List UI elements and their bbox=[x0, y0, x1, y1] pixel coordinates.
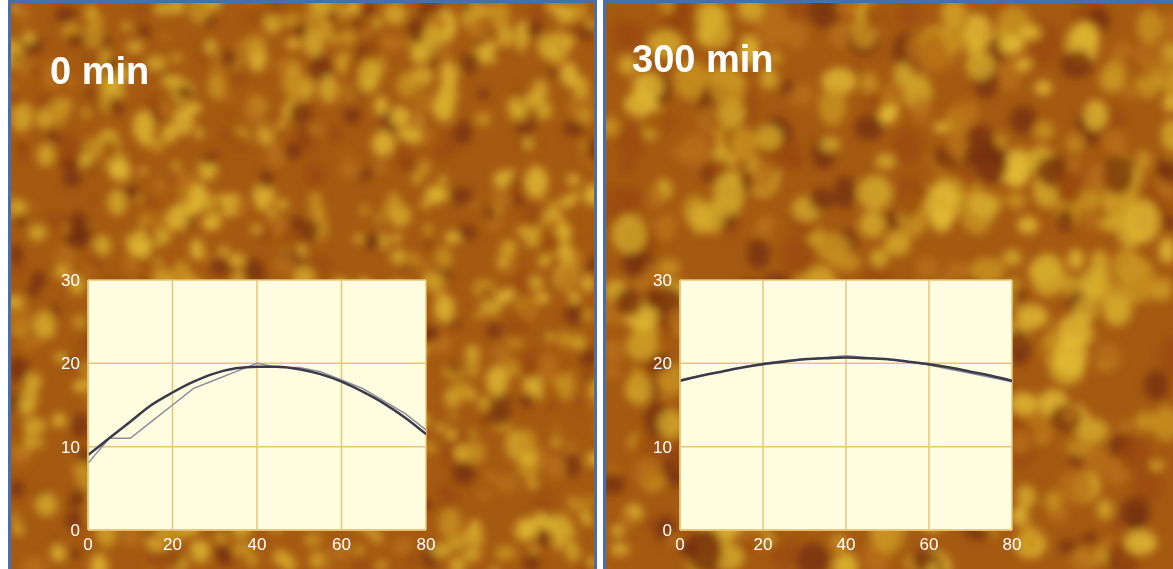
svg-text:20: 20 bbox=[61, 354, 80, 373]
svg-text:40: 40 bbox=[837, 535, 856, 554]
html-text:300 min: 300 min bbox=[632, 38, 774, 80]
svg-text:10: 10 bbox=[61, 438, 80, 457]
svg-text:60: 60 bbox=[332, 535, 351, 554]
svg-text:30: 30 bbox=[61, 271, 80, 290]
svg-text:20: 20 bbox=[754, 535, 773, 554]
svg-text:40: 40 bbox=[248, 535, 267, 554]
html-text:0 min: 0 min bbox=[50, 50, 150, 92]
svg-text:0: 0 bbox=[663, 521, 672, 540]
svg-text:80: 80 bbox=[1003, 535, 1022, 554]
svg-text:30: 30 bbox=[653, 271, 672, 290]
svg-text:60: 60 bbox=[920, 535, 939, 554]
svg-text:0: 0 bbox=[71, 521, 80, 540]
svg-text:20: 20 bbox=[163, 535, 182, 554]
svg-text:80: 80 bbox=[417, 535, 436, 554]
svg-text:0: 0 bbox=[83, 535, 92, 554]
svg-text:10: 10 bbox=[653, 438, 672, 457]
svg-text:20: 20 bbox=[653, 354, 672, 373]
svg-text:0: 0 bbox=[675, 535, 684, 554]
